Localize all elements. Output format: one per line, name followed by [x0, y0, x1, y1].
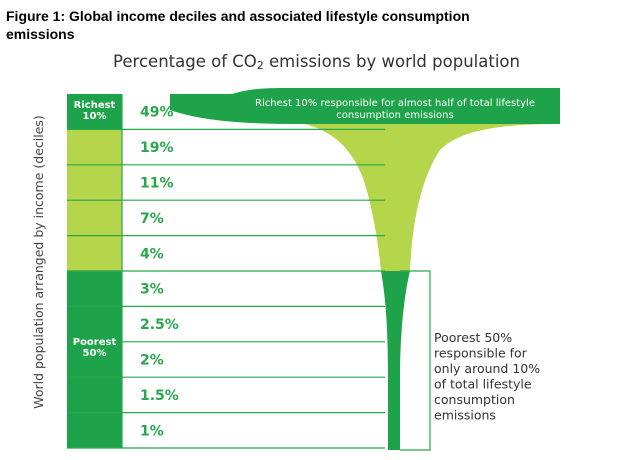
annotation-poorest: only around 10%: [434, 361, 540, 376]
band-richest: [67, 94, 122, 130]
data-label: 19%: [140, 140, 174, 156]
data-label: 2%: [140, 353, 164, 369]
annotation-richest: consumption emissions: [336, 110, 453, 121]
data-label: 49%: [140, 105, 174, 121]
annotation-poorest: responsible for: [434, 346, 528, 361]
funnel-poorest: [381, 271, 410, 450]
annotation-poorest: consumption: [434, 392, 515, 407]
data-label: 1%: [140, 423, 164, 439]
annotation-poorest: Poorest 50%: [434, 330, 512, 345]
chart-title: Percentage of CO2 emissions by world pop…: [0, 52, 633, 72]
band-poorest: [67, 271, 122, 448]
chart-title-main: Percentage of CO: [113, 52, 257, 71]
funnel-middle: [305, 124, 560, 271]
figure-title-line-1: Figure 1: Global income deciles and asso…: [6, 8, 470, 24]
chart-title-subscript: 2: [256, 59, 264, 72]
figure-title: Figure 1: Global income deciles and asso…: [6, 7, 606, 43]
group-label-richest: Richest: [74, 100, 116, 111]
poorest-bracket: [400, 270, 431, 451]
annotation-richest: Richest 10% responsible for almost half …: [255, 98, 535, 109]
chart-title-rest: emissions by world population: [263, 52, 520, 71]
data-label: 2.5%: [140, 317, 179, 333]
data-label: 11%: [140, 176, 174, 192]
data-label: 1.5%: [140, 388, 179, 404]
data-label: 7%: [140, 211, 164, 227]
annotation-poorest: emissions: [434, 408, 496, 423]
group-label-poorest: Poorest: [73, 337, 117, 348]
group-label-poorest: 50%: [83, 348, 107, 359]
annotation-poorest: of total lifestyle: [434, 377, 532, 392]
group-label-richest: 10%: [83, 111, 107, 122]
data-label: 4%: [140, 246, 164, 262]
data-label: 3%: [140, 282, 164, 298]
figure-title-line-2: emissions: [6, 26, 75, 42]
funnel-richest: [170, 88, 560, 124]
